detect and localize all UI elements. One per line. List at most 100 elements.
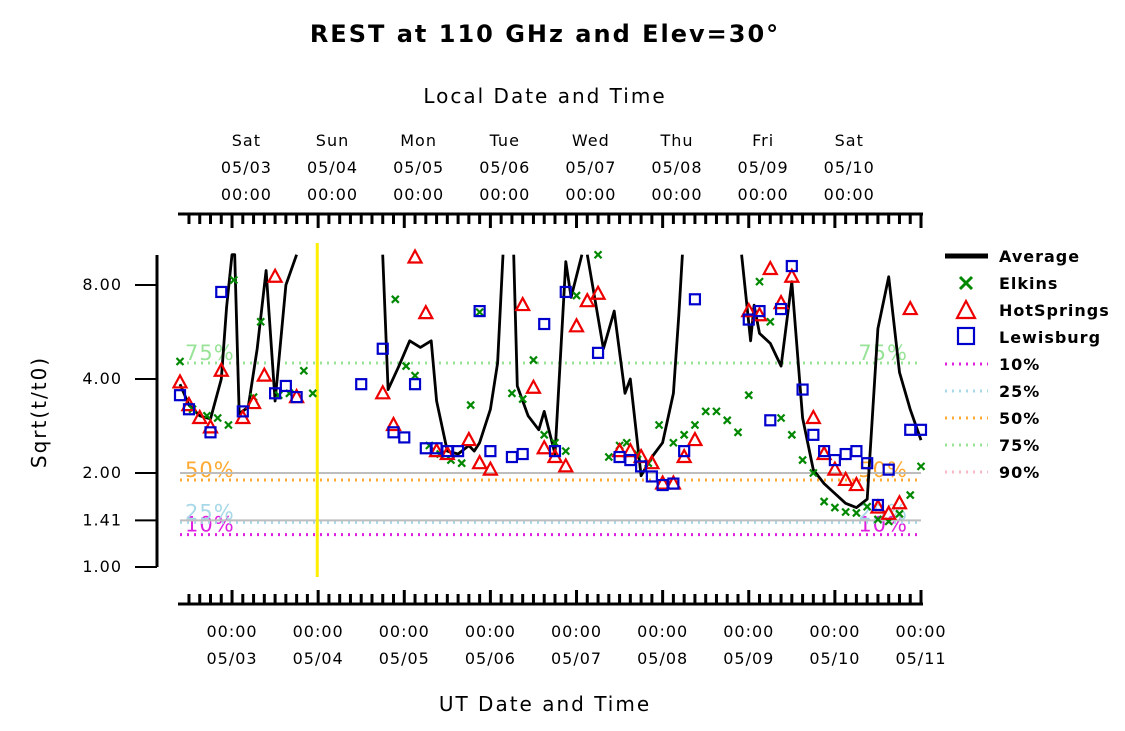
legend-label-90pct: 90% [999, 463, 1040, 482]
top-tick-date: 05/09 [738, 158, 789, 177]
point-lewisburg [451, 445, 465, 458]
top-tick-date: 05/05 [393, 158, 444, 177]
bottom-tick-date: 05/07 [551, 649, 602, 668]
y-tick-label: 4.00 [82, 369, 122, 388]
point-lewisburg [688, 293, 702, 306]
bottom-tick-date: 05/10 [809, 649, 860, 668]
legend-label-25pct: 25% [999, 382, 1040, 401]
legend-label-50pct: 50% [999, 409, 1040, 428]
bottom-tick-time: 00:00 [379, 622, 430, 641]
bottom-tick-time: 00:00 [465, 622, 516, 641]
top-tick-time: 00:00 [651, 185, 702, 204]
top-tick-time: 00:00 [824, 185, 875, 204]
point-elkins [733, 428, 743, 437]
point-elkins [873, 515, 883, 524]
point-elkins [507, 389, 517, 398]
top-tick-day: Tue [489, 131, 520, 150]
point-elkins [819, 497, 829, 506]
legend-swatch-elkins [958, 275, 974, 291]
point-hotsprings [374, 383, 392, 400]
point-hotsprings [471, 453, 488, 470]
point-lewisburg [753, 304, 766, 318]
point-elkins [175, 357, 185, 366]
top-tick-date: 05/06 [479, 158, 530, 177]
point-hotsprings [772, 293, 790, 310]
point-elkins [766, 317, 775, 327]
top-tick-day: Fri [752, 131, 774, 150]
point-elkins [572, 291, 581, 300]
top-tick-time: 00:00 [393, 185, 444, 204]
top-tick-day: Sat [232, 131, 261, 150]
point-elkins [213, 413, 222, 423]
point-hotsprings [880, 504, 898, 520]
point-lewisburg [398, 431, 411, 444]
point-hotsprings [417, 303, 435, 320]
point-elkins [410, 371, 420, 380]
point-elkins [895, 509, 904, 519]
top-tick-day: Thu [659, 131, 693, 150]
bottom-tick-date: 05/03 [206, 649, 257, 668]
point-lewisburg [861, 457, 874, 470]
point-elkins [529, 355, 538, 365]
top-tick-time: 00:00 [479, 185, 530, 204]
point-elkins [798, 455, 807, 465]
top-tick-time: 00:00 [307, 185, 358, 204]
point-elkins [561, 446, 571, 456]
point-hotsprings [525, 378, 542, 394]
point-elkins [679, 430, 689, 440]
point-elkins [224, 420, 233, 430]
point-elkins [712, 407, 721, 416]
legend-label-average: Average [999, 247, 1080, 266]
point-lewisburg [796, 383, 809, 396]
top-tick-date: 05/07 [565, 158, 616, 177]
point-elkins [308, 389, 318, 398]
point-lewisburg [376, 342, 389, 355]
point-lewisburg [882, 463, 895, 476]
point-elkins [916, 462, 926, 471]
point-elkins [654, 420, 664, 430]
point-hotsprings [589, 284, 607, 300]
point-hotsprings [783, 267, 801, 283]
percentile-label-right-75: 75% [858, 341, 908, 365]
point-elkins [744, 390, 754, 400]
point-lewisburg [387, 426, 400, 439]
point-hotsprings [482, 460, 499, 476]
top-tick-time: 00:00 [565, 185, 616, 204]
point-lewisburg [914, 423, 928, 436]
point-elkins [457, 458, 466, 468]
point-elkins [787, 430, 797, 440]
y-tick-label: 1.41 [82, 510, 122, 529]
point-lewisburg [559, 285, 572, 299]
point-elkins [401, 361, 411, 371]
point-lewisburg [904, 423, 917, 436]
point-elkins [809, 468, 818, 478]
point-elkins [852, 508, 861, 518]
point-hotsprings [438, 444, 456, 461]
point-lewisburg [505, 450, 519, 464]
point-lewisburg [785, 259, 798, 273]
point-hotsprings [901, 299, 919, 316]
point-elkins [229, 275, 239, 285]
top-tick-time: 00:00 [738, 185, 789, 204]
point-hotsprings [191, 408, 209, 425]
top-axis-label: Local Date and Time [423, 84, 666, 108]
point-lewisburg [173, 389, 187, 402]
point-lewisburg [645, 470, 658, 483]
point-lewisburg [742, 313, 755, 326]
point-lewisburg [355, 378, 368, 391]
point-lewisburg [215, 285, 228, 299]
top-tick-day: Sun [316, 131, 349, 150]
legend-label-elkins: Elkins [999, 274, 1058, 293]
point-hotsprings [557, 457, 575, 473]
point-lewisburg [818, 445, 831, 458]
point-elkins [391, 295, 400, 304]
point-hotsprings [643, 453, 661, 470]
legend-swatch-hotsprings [955, 298, 977, 320]
point-lewisburg [290, 391, 303, 404]
point-hotsprings [172, 373, 189, 389]
point-lewisburg [774, 302, 788, 316]
point-elkins [466, 400, 475, 410]
top-tick-day: Wed [572, 131, 610, 150]
point-lewisburg [516, 447, 529, 461]
